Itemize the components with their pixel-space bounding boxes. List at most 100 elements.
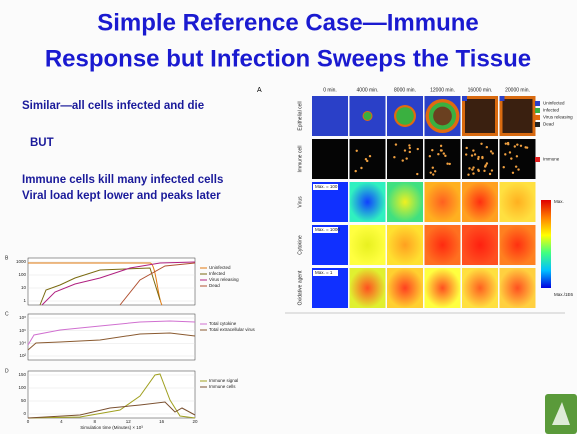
legend-swatch [535,122,540,127]
field-image [424,182,461,222]
immune-dot [442,152,446,155]
legend-label: Infected [543,108,560,113]
legend-swatch [535,115,540,120]
immune-dot [444,154,447,158]
immune-dot [514,165,518,168]
immune-dot [504,153,507,156]
curve [119,262,196,306]
immune-dot [506,141,510,145]
column-header: 4000 min. [357,87,379,93]
immune-dot [490,169,494,172]
title-line: Response but Infection Sweeps the Tissue [45,45,531,72]
immune-dot [431,148,434,152]
immune-dot [355,149,358,153]
x-axis-label: Simulation time (Minutes) × 10³ [80,425,143,430]
legend-swatch [535,101,540,106]
field-image [387,182,423,222]
max-label: Max. = 1000 [315,227,340,232]
field-image [349,268,386,308]
immune-dot [488,172,492,176]
y-tick-label: 1 [23,298,26,303]
immune-dot [472,166,475,169]
immune-dot [508,151,512,154]
legend-label: Infected [209,271,226,276]
y-tick-label: 0 [23,411,26,416]
immune-dot [483,169,486,173]
field-image [462,268,498,308]
y-tick-label: 1000 [16,259,27,264]
max-label: Max. = 1 [315,270,333,275]
immune-dot [393,156,396,159]
immune-dot [394,143,398,146]
column-header: 16000 min. [468,87,493,93]
legend-swatch [535,157,540,162]
max-box [313,184,338,190]
immune-dot [513,145,516,148]
column-header: 8000 min. [394,87,416,93]
field-image [387,225,423,265]
immune-dot [485,162,489,165]
max-label: Max. = 100 [315,184,338,189]
row-label: Epithelial cell [297,101,303,130]
immune-dot [510,157,513,160]
immune-dot [477,157,480,161]
curve [27,320,196,346]
max-box [313,227,338,233]
row-label: Immune cell [297,146,303,173]
legend-label: Virus releasing [209,277,239,282]
y-tick-label: 150 [18,372,26,377]
immune-dot [502,166,505,169]
colorbar-label: Max. [554,199,564,204]
legend-label: Uninfected [543,101,565,106]
immune-dot [524,146,527,149]
immune-dot [405,157,408,160]
immune-dot [465,146,468,150]
field-image [462,182,498,222]
immune-dot [489,150,493,153]
immune-dot [368,154,372,158]
immune-dot [408,146,412,150]
immune-dot [477,155,480,159]
immune-dot [439,144,443,148]
immune-dot [477,169,480,173]
y-tick-label: 10⁴ [19,341,26,346]
immune-dot [408,150,412,154]
curve [27,401,196,419]
legend-label: Uninfected [209,265,231,270]
panel-label: C [5,311,9,317]
cell-image [312,96,348,136]
field-image [499,182,536,222]
immune-dot [472,149,475,152]
title-line: Simple Reference Case—Immune [97,9,478,36]
legend-label: Dead [209,283,220,288]
cell-image [312,139,348,179]
row-label: Virus [297,196,303,208]
immune-dot [480,142,483,145]
legend-label: Total extracellular virus [209,327,256,332]
field-image [349,182,386,222]
immune-dot [491,152,494,155]
immune-dot [481,156,484,160]
logo-mark [552,402,570,425]
field-image [462,225,498,265]
y-tick-label: 50 [21,398,27,403]
colorbar-label: Max./1E6 [554,292,574,297]
bullet: BUT [30,137,54,149]
immune-dot [408,144,411,147]
immune-dot [467,173,470,176]
cell-patch [396,107,414,125]
immune-dot [429,171,432,174]
immune-dot [440,149,443,152]
field-image [499,225,536,265]
column-header: 12000 min. [430,87,455,93]
panel-label: A [257,87,262,94]
immune-dot [464,153,468,156]
legend-label: Total cytokine [209,321,237,326]
immune-dot [431,166,435,169]
immune-dot [366,159,369,163]
immune-dot [364,158,368,161]
field-image [387,268,423,308]
field-image [424,268,461,308]
panel-label: B [5,255,9,261]
